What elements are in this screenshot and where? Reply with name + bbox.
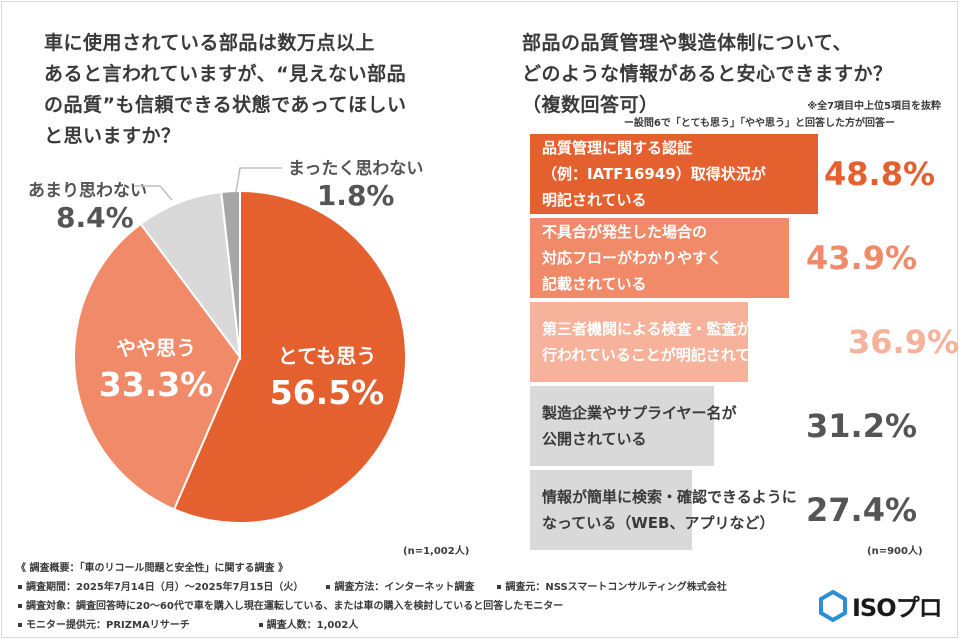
bar-row: 不具合が発生した場合の 対応フローがわかりやすく 記載されている 43.9% xyxy=(530,218,950,298)
pie-label-not-at-all: まったく思わない 1.8% xyxy=(288,154,423,212)
bar-row: 製造企業やサプライヤー名が 公開されている 31.2% xyxy=(530,386,950,466)
pie-label-not-much: あまり思わない 8.4% xyxy=(28,176,147,234)
footer-row: モニター提供元：PRIZMAリサーチ 調査人数：1,002人 xyxy=(16,616,816,635)
slice-label: とても思う xyxy=(277,344,377,368)
bar-value-label: 31.2% xyxy=(806,407,918,445)
hexagon-logo-icon xyxy=(819,589,847,622)
bar-chart: 品質管理に関する認証 （例：IATF16949）取得状況が 明記されている 48.8%… xyxy=(530,134,959,554)
logo-text: ISOプロ xyxy=(852,594,943,622)
bar-value-label: 27.4% xyxy=(806,491,918,529)
bar-category-label: 製造企業やサプライヤー名が 公開されている xyxy=(542,404,737,448)
bar-sample-size: (n=900人) xyxy=(867,546,923,557)
bullet-square-icon xyxy=(326,584,331,589)
bar-value-label: 48.8% xyxy=(824,155,936,193)
iso-pro-logo: ISOプロ xyxy=(818,588,943,623)
bar-category-label: 不具合が発生した場合の 対応フローがわかりやすく 記載されている xyxy=(542,223,723,293)
pie-slice xyxy=(139,190,242,361)
slice-label: まったく思わない xyxy=(288,159,424,179)
slice-value: 56.5% xyxy=(269,373,385,412)
bar xyxy=(530,218,789,298)
slice-value: 8.4% xyxy=(56,201,134,234)
pie-label-very: とても思う 56.5% xyxy=(262,340,392,412)
pie-label-somewhat: やや思う 33.3% xyxy=(96,332,216,404)
bar xyxy=(530,302,748,382)
survey-footer: 《 調査概要：「車のリコール問題と安全性」に関する調査 》 調査期間：2025年… xyxy=(16,559,816,635)
excerpt-note: ※全7項目中上位5項目を抜粋 xyxy=(807,101,941,112)
footer-row: 調査対象：調査回答時に20〜60代で車を購入し現在運転している、または車の購入を… xyxy=(16,597,816,616)
respondent-note: ー設問6で「とても思う」「やや思う」と回答した方が回答ー xyxy=(623,118,895,129)
bar xyxy=(530,386,714,466)
survey-source: 調査元：NSSスマートコンサルティング株式会社 xyxy=(505,582,727,593)
multiple-answer-label: （複数回答可） xyxy=(522,94,659,116)
slice-label: あまり思わない xyxy=(28,181,147,201)
pie-sample-size: (n=1,002人) xyxy=(403,546,470,557)
left-question-line: と思いますか？ xyxy=(44,125,181,147)
left-question-line: あると言われていますが、“見えない部品 xyxy=(44,63,407,85)
survey-method: 調査方法：インターネット調査 xyxy=(334,582,475,593)
bullet-square-icon xyxy=(497,584,502,589)
bar-row: 第三者機関による検査・監査が 行われていることが明記されている 36.9% xyxy=(530,302,959,382)
bar-value-label: 36.9% xyxy=(848,323,960,361)
pie-slice xyxy=(172,189,407,524)
bullet-square-icon xyxy=(18,584,22,589)
slice-label: やや思う xyxy=(116,336,196,360)
bullet-square-icon xyxy=(258,622,263,627)
left-question: 車に使用されている部品は数万点以上 あると言われていますが、“見えない部品 の品… xyxy=(44,28,464,152)
left-question-line: の品質”も信頼できる状態であってほしい xyxy=(44,94,407,116)
bar xyxy=(530,470,692,550)
slice-value: 1.8% xyxy=(316,179,395,212)
monitor-provider: モニター提供元：PRIZMAリサーチ xyxy=(26,620,190,631)
bar-row: 品質管理に関する認証 （例：IATF16949）取得状況が 明記されている 48.8% xyxy=(530,134,950,214)
bar-value-label: 43.9% xyxy=(806,239,918,277)
left-question-line: 車に使用されている部品は数万点以上 xyxy=(44,32,375,54)
footer-title: 《 調査概要：「車のリコール問題と安全性」に関する調査 》 xyxy=(16,563,288,574)
bullet-square-icon xyxy=(18,603,22,608)
bar-category-label: 品質管理に関する認証 （例：IATF16949）取得状況が 明記されている xyxy=(542,139,766,209)
survey-target: 調査対象：調査回答時に20〜60代で車を購入し現在運転している、または車の購入を… xyxy=(26,601,564,612)
bar-category-label: 情報が簡単に検索・確認できるように なっている（WEB、アプリなど） xyxy=(542,488,797,532)
right-question: 部品の品質管理や製造体制について、 どのような情報があると安心できますか？ （複… xyxy=(522,28,942,121)
pie-chart xyxy=(70,187,410,527)
respondent-count: 調査人数：1,002人 xyxy=(266,620,359,631)
pie-chart-svg xyxy=(73,189,407,524)
right-question-line: どのような情報があると安心できますか？ xyxy=(522,63,893,85)
survey-period: 調査期間：2025年7月14日（月）〜2025年7月15日（火） xyxy=(26,582,304,593)
slice-value: 33.3% xyxy=(98,365,214,404)
bullet-square-icon xyxy=(18,622,22,627)
bar-category-label: 第三者機関による検査・監査が 行われていることが明記されている xyxy=(542,320,781,364)
bar-row: 情報が簡単に検索・確認できるように なっている（WEB、アプリなど） 27.4% xyxy=(530,470,950,550)
bar xyxy=(530,134,818,214)
right-question-line: 部品の品質管理や製造体制について、 xyxy=(522,32,852,54)
pie-slice xyxy=(73,222,242,511)
footer-row: 調査期間：2025年7月14日（月）〜2025年7月15日（火） 調査方法：イン… xyxy=(16,578,816,597)
